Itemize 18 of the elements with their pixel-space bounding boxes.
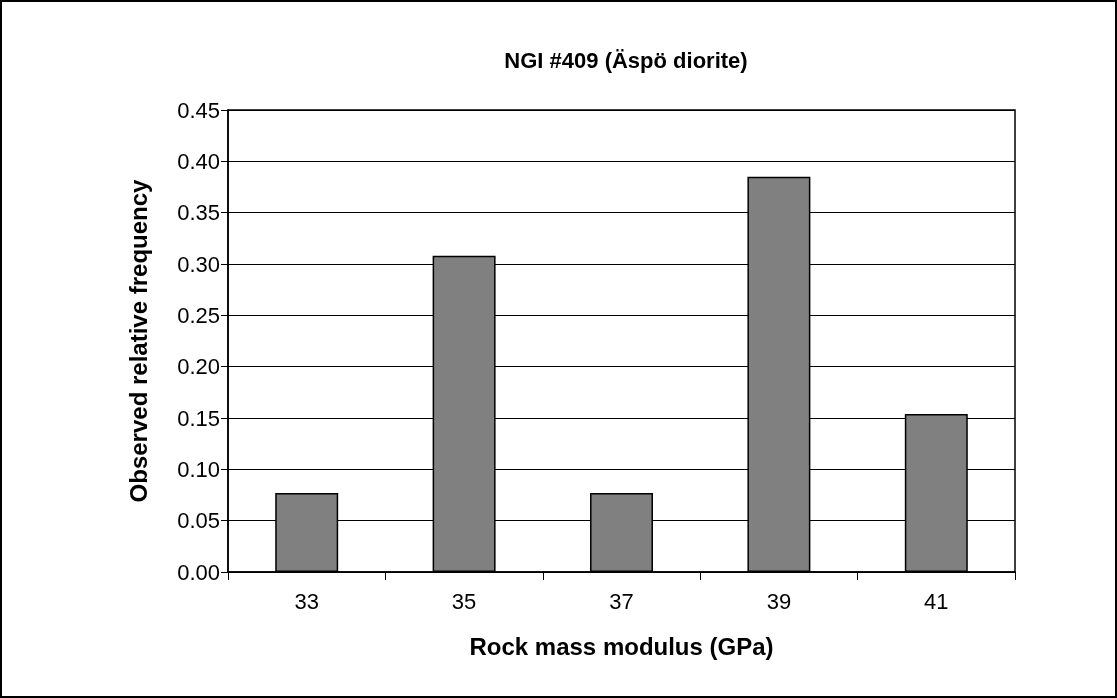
y-tick-label: 0.15 [177, 405, 220, 431]
y-tick-label: 0.35 [177, 200, 220, 226]
x-axis-title: Rock mass modulus (GPa) [469, 632, 774, 660]
x-tick-label: 33 [294, 588, 319, 614]
y-tick-label: 0.40 [177, 148, 220, 174]
x-tick-label: 39 [766, 588, 792, 614]
y-tick-label: 0.05 [177, 508, 220, 534]
y-tick-label: 0.45 [177, 97, 220, 123]
x-tick-label: 41 [924, 588, 949, 614]
y-tick-label: 0.30 [177, 251, 220, 277]
y-axis-title: Observed relative frequency [124, 178, 152, 503]
y-tick-label: 0.20 [177, 354, 220, 380]
y-tick-label: 0.10 [177, 456, 220, 482]
x-tick-label: 37 [609, 588, 634, 614]
y-tick-label: 0.00 [177, 559, 220, 585]
x-tick-label: 35 [451, 588, 477, 614]
chart-title: NGI #409 (Äspö diorite) [504, 47, 748, 73]
y-tick-label: 0.25 [177, 302, 220, 328]
